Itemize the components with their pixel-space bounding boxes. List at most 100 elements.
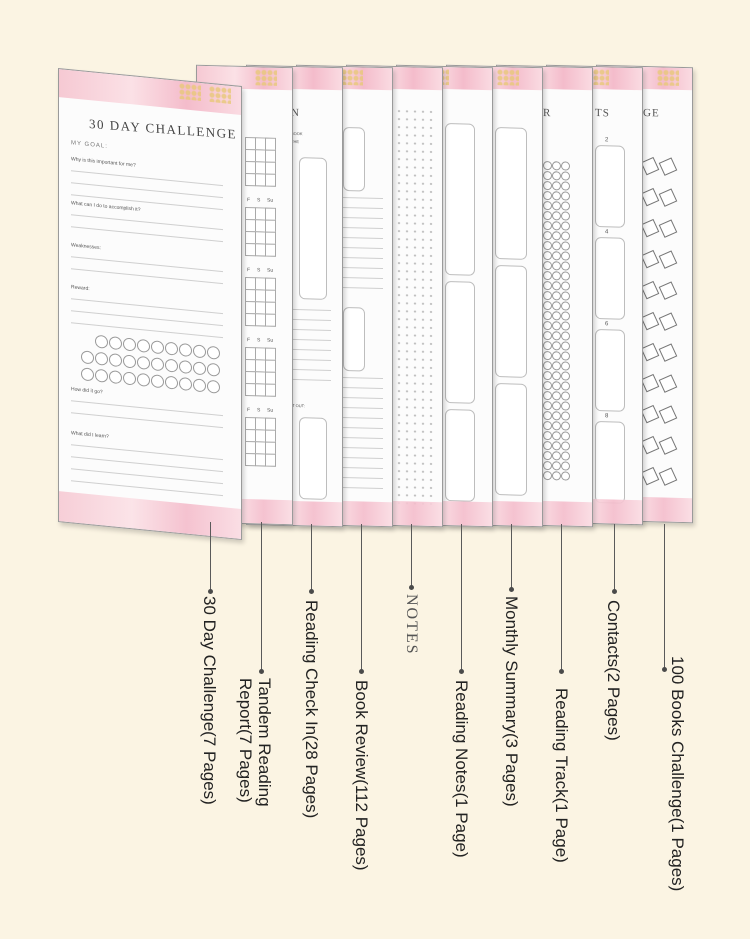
track-circle	[543, 410, 552, 421]
leader-dot	[559, 669, 564, 674]
leader-line	[561, 524, 562, 672]
notes-box	[445, 409, 475, 502]
write-line	[343, 426, 383, 430]
page-band-bottom	[59, 491, 241, 539]
rating-box	[343, 126, 365, 192]
page-30-day-challenge: 30 DAY CHALLENGE MY GOAL: Why is this im…	[58, 68, 242, 541]
track-circle	[561, 241, 570, 251]
day-circle	[123, 354, 136, 369]
track-circle	[552, 241, 561, 251]
track-circle	[552, 441, 561, 451]
day-circle	[137, 338, 150, 354]
track-circle	[552, 271, 561, 281]
track-circle	[543, 470, 552, 481]
track-circle	[561, 211, 570, 221]
calendar-icon	[640, 311, 660, 331]
contact-box	[595, 145, 625, 228]
track-circle	[561, 461, 570, 471]
track-circle	[543, 450, 552, 461]
write-line	[291, 378, 331, 381]
track-circle	[552, 171, 561, 181]
leader-line	[411, 524, 412, 588]
calendar-icon	[640, 187, 660, 207]
track-circle	[543, 430, 552, 441]
track-circle	[561, 251, 570, 261]
write-line	[343, 416, 383, 420]
write-line	[291, 348, 331, 351]
day-circle	[151, 340, 164, 355]
write-line	[343, 206, 383, 210]
track-circle	[561, 271, 570, 281]
weekday-label: S	[257, 407, 261, 414]
leader-dot	[612, 589, 617, 594]
track-circle	[561, 341, 570, 351]
track-circle	[543, 370, 552, 381]
summary-box	[495, 383, 527, 496]
weekday-label: Su	[267, 197, 274, 204]
day-circle	[95, 351, 108, 366]
contact-number: 2	[605, 137, 609, 144]
track-circle	[561, 181, 570, 191]
label-line: Tandem Reading	[255, 678, 274, 807]
leader-dot	[459, 669, 464, 674]
page-header-fragment: GE	[643, 106, 660, 120]
prompt-label: How did it go?	[71, 386, 103, 396]
track-circle	[561, 471, 570, 481]
label-100-books-challenge: 100 Books Challenge(1 Pages)	[668, 656, 687, 892]
write-line	[343, 266, 383, 270]
day-circle	[179, 376, 192, 392]
write-line	[343, 286, 383, 290]
write-line	[291, 338, 331, 341]
calendar-icon	[640, 249, 660, 269]
label-tandem-reading-report: Tandem Reading Report(7 Pages)	[236, 678, 274, 807]
track-circle	[552, 351, 561, 361]
track-circle	[543, 210, 552, 221]
leader-line	[511, 524, 512, 590]
goal-label: MY GOAL:	[71, 140, 108, 150]
write-line	[71, 322, 223, 339]
leader-line	[261, 522, 262, 672]
calendar-icon	[658, 343, 678, 362]
weekday-label: F	[247, 267, 251, 274]
track-circle	[552, 421, 561, 431]
track-circle	[561, 291, 570, 301]
weekday-label: F	[247, 407, 251, 414]
summary-box	[495, 127, 527, 260]
weekday-label: S	[257, 267, 261, 274]
track-circle	[561, 201, 570, 211]
day-circle	[207, 362, 220, 377]
track-circle	[561, 171, 570, 181]
track-circle	[543, 380, 552, 391]
write-line	[291, 318, 331, 321]
day-circle	[165, 358, 178, 373]
track-circle	[552, 221, 561, 231]
track-circle	[552, 301, 561, 311]
track-circle	[543, 420, 552, 431]
day-circle	[109, 353, 122, 368]
write-line	[71, 226, 223, 243]
day-circle	[137, 355, 150, 371]
track-circle	[561, 221, 570, 231]
track-circle	[552, 311, 561, 321]
write-line	[291, 358, 331, 361]
grid-cell	[265, 243, 276, 257]
track-circle	[552, 211, 561, 221]
track-circle	[561, 361, 570, 371]
track-circle	[561, 451, 570, 461]
calendar-icon	[640, 280, 660, 300]
leader-line	[664, 524, 665, 670]
leader-dot	[409, 585, 414, 590]
write-line	[291, 308, 331, 311]
write-line	[343, 376, 383, 380]
track-circle	[552, 331, 561, 341]
write-line	[343, 256, 383, 260]
track-circle	[552, 391, 561, 401]
day-circle	[207, 379, 220, 394]
day-circle	[193, 378, 206, 393]
contact-number: 8	[605, 413, 609, 420]
grid-cell	[265, 383, 276, 397]
write-line	[343, 456, 383, 460]
write-line	[343, 486, 383, 490]
write-line	[343, 386, 383, 390]
contact-box	[595, 421, 625, 504]
